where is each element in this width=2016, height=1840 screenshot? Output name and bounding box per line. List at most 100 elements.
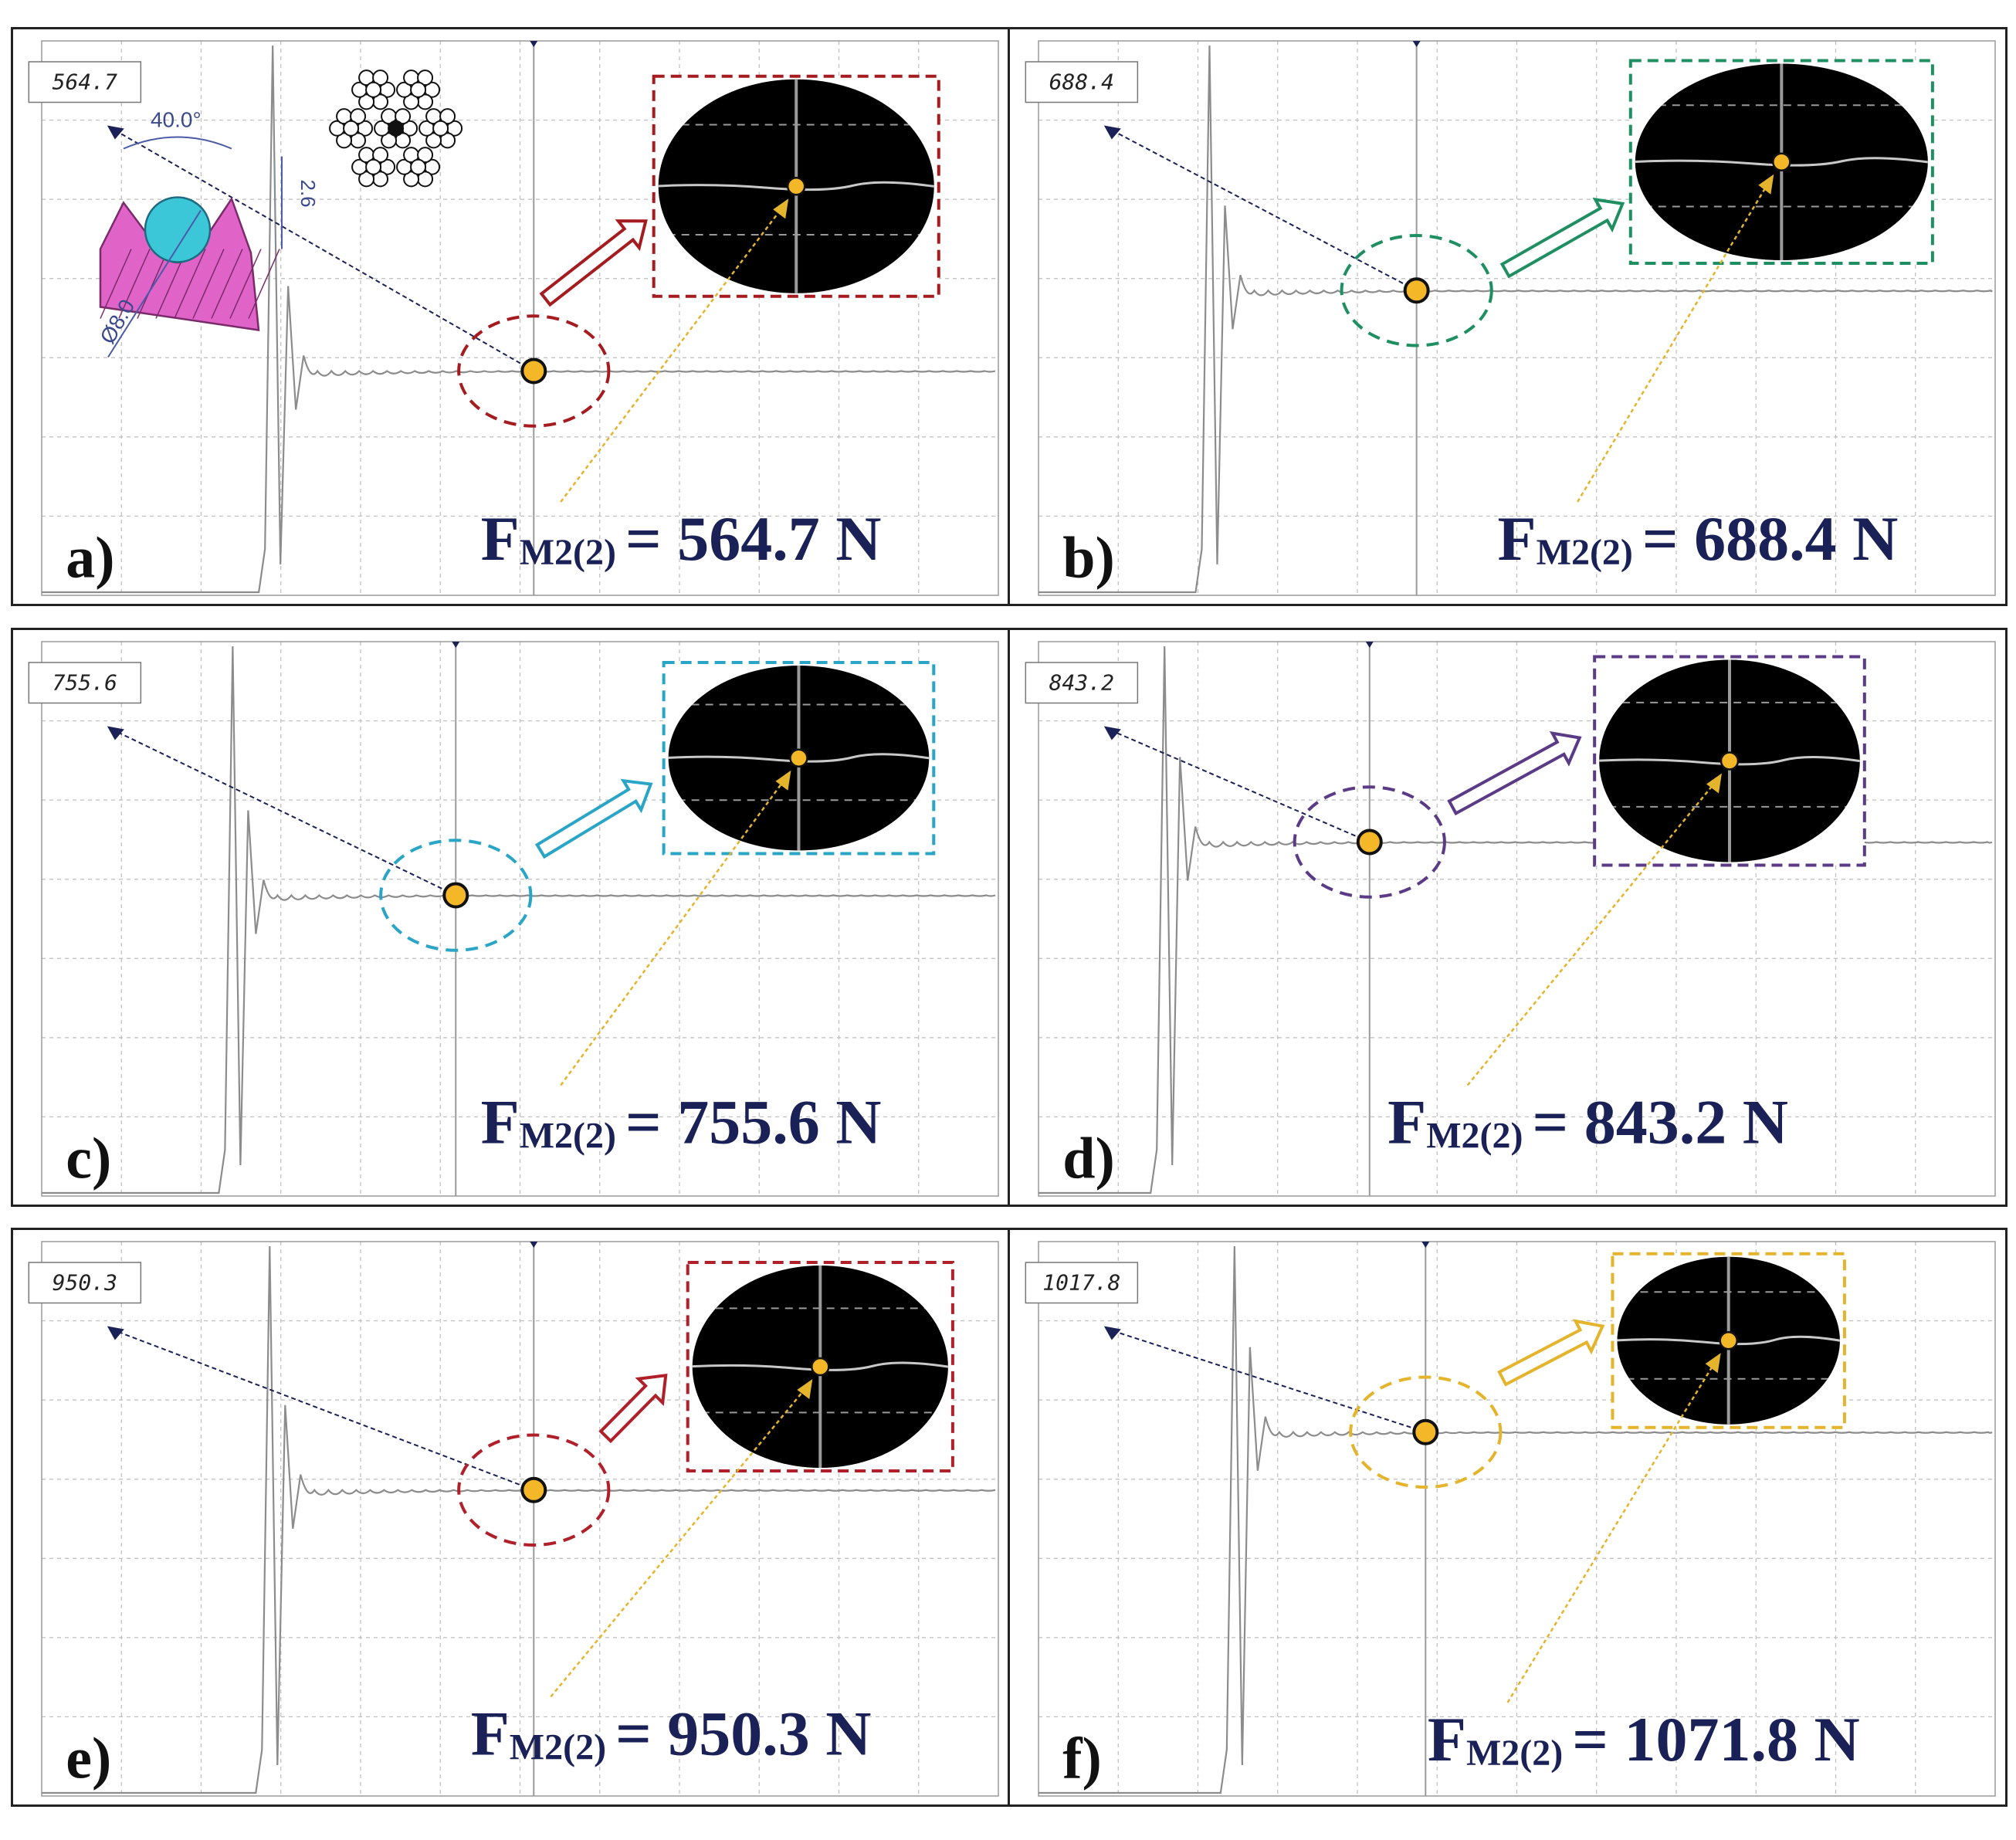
plot-area — [41, 1241, 999, 1797]
readout-value: 688.4 — [1049, 69, 1114, 95]
panel-label: d) — [1062, 1127, 1115, 1191]
panel-b: 688.4 FM2(2) = 688.4 N b) — [1008, 27, 2008, 606]
panel-e: 950.3 FM2(2) = 950.3 N e) — [11, 1228, 1011, 1807]
readout-value: 843.2 — [1049, 670, 1114, 696]
plot-area — [1038, 40, 1996, 596]
force-label: FM2(2) = 564.7 N — [481, 503, 882, 574]
panel-d: 843.2 FM2(2) = 843.2 N d) — [1008, 628, 2008, 1207]
zoom-marker-dot — [1719, 1331, 1738, 1350]
marker-dot — [442, 882, 469, 909]
highlight-ellipse — [457, 1433, 611, 1547]
zoom-marker-dot — [811, 1357, 830, 1377]
value-pointer-arrowhead-icon — [1705, 1353, 1721, 1374]
highlight-ellipse — [1293, 785, 1446, 899]
plot-area — [41, 40, 999, 596]
zoom-marker-dot — [1772, 152, 1791, 171]
pointer-arrowhead-icon — [1103, 1326, 1121, 1340]
zoom-arrow-icon — [1499, 197, 1625, 279]
value-pointer — [1577, 178, 1772, 503]
pointer-arrowhead-icon — [107, 726, 124, 740]
panel-label: b) — [1062, 526, 1115, 591]
zoom-arrow-icon — [534, 778, 653, 859]
readout-value: 564.7 — [53, 69, 117, 95]
readout-value: 755.6 — [53, 670, 117, 696]
plot-area — [1038, 641, 1996, 1197]
highlight-ellipse — [1340, 234, 1493, 347]
readout-pointer — [1110, 1329, 1426, 1433]
signal-trace — [42, 45, 996, 594]
value-pointer — [1466, 777, 1720, 1086]
readout-box — [1025, 61, 1139, 103]
force-label: FM2(2) = 950.3 N — [471, 1699, 872, 1769]
cursor-marker-icon — [1365, 642, 1374, 648]
highlight-ellipse — [457, 314, 611, 428]
zoom-marker-dot — [1720, 751, 1740, 771]
readout-box — [1025, 662, 1139, 704]
readout-pointer — [113, 729, 456, 896]
pointer-arrowhead-icon — [107, 1326, 124, 1340]
value-pointer-arrowhead-icon — [1706, 773, 1722, 794]
panel-c-chart: 755.6 FM2(2) = 755.6 N c) — [11, 628, 1011, 1207]
marker-dot — [520, 1476, 547, 1503]
panel-label: c) — [66, 1127, 111, 1191]
marker-dot — [1356, 829, 1383, 856]
readout-pointer — [1110, 128, 1418, 292]
cursor-marker-icon — [530, 1242, 538, 1248]
panel-f: 1017.8 FM2(2) = 1071.8 N f) — [1008, 1228, 2008, 1807]
panel-label: f) — [1062, 1726, 1102, 1791]
groove-cross-section-inset: 40.0°2.6Ø8.0 — [95, 69, 463, 358]
cursor-marker-icon — [452, 642, 460, 648]
highlight-ellipse — [1349, 1375, 1503, 1489]
cursor-marker-icon — [530, 41, 538, 47]
depth-dimension: 2.6 — [296, 180, 320, 208]
readout-box — [28, 662, 142, 704]
angle-dimension: 40.0° — [151, 108, 202, 132]
readout-pointer — [113, 1329, 534, 1491]
panel-label: e) — [66, 1726, 111, 1791]
value-pointer-arrowhead-icon — [775, 770, 791, 791]
force-label: FM2(2) = 688.4 N — [1498, 503, 1899, 574]
panel-e-chart: 950.3 FM2(2) = 950.3 N e) — [11, 1228, 1011, 1807]
signal-trace — [1038, 45, 1994, 594]
marker-dot — [1403, 277, 1430, 304]
zoom-arrow-icon — [598, 1373, 668, 1444]
readout-box — [1025, 1262, 1139, 1304]
cursor-marker-icon — [1412, 41, 1421, 47]
zoom-marker-dot — [786, 177, 806, 196]
signal-trace — [42, 1245, 996, 1794]
marker-dot — [1412, 1418, 1439, 1445]
force-label: FM2(2) = 1071.8 N — [1428, 1704, 1860, 1774]
panel-label: a) — [66, 526, 114, 591]
readout-value: 1017.8 — [1042, 1270, 1120, 1296]
pointer-arrowhead-icon — [1103, 726, 1121, 740]
force-label: FM2(2) = 755.6 N — [481, 1087, 882, 1157]
readout-pointer — [113, 128, 534, 372]
value-pointer — [560, 774, 789, 1086]
panel-b-chart: 688.4 FM2(2) = 688.4 N b) — [1008, 27, 2008, 606]
rope-section-icon — [144, 196, 212, 263]
readout-value: 950.3 — [53, 1270, 117, 1296]
pointer-arrowhead-icon — [1103, 125, 1121, 140]
zoom-arrow-icon — [539, 219, 648, 307]
value-pointer-arrowhead-icon — [773, 198, 789, 219]
plot-area — [1038, 1241, 1996, 1797]
readout-box — [28, 1262, 142, 1304]
zoom-arrow-icon — [1447, 730, 1582, 816]
value-pointer — [1506, 1357, 1719, 1703]
value-pointer-arrowhead-icon — [797, 1379, 813, 1399]
marker-dot — [520, 357, 547, 385]
highlight-ellipse — [379, 839, 533, 952]
signal-trace — [1038, 1245, 1993, 1794]
signal-trace — [42, 646, 996, 1194]
force-label: FM2(2) = 843.2 N — [1387, 1087, 1788, 1157]
value-pointer — [550, 1383, 811, 1698]
readout-pointer — [1110, 729, 1371, 843]
panel-d-chart: 843.2 FM2(2) = 843.2 N d) — [1008, 628, 2008, 1207]
zoom-marker-dot — [789, 748, 808, 768]
panel-c: 755.6 FM2(2) = 755.6 N c) — [11, 628, 1011, 1207]
plot-area — [41, 641, 999, 1197]
cursor-marker-icon — [1421, 1242, 1430, 1248]
wire-rope-icon — [329, 69, 463, 188]
